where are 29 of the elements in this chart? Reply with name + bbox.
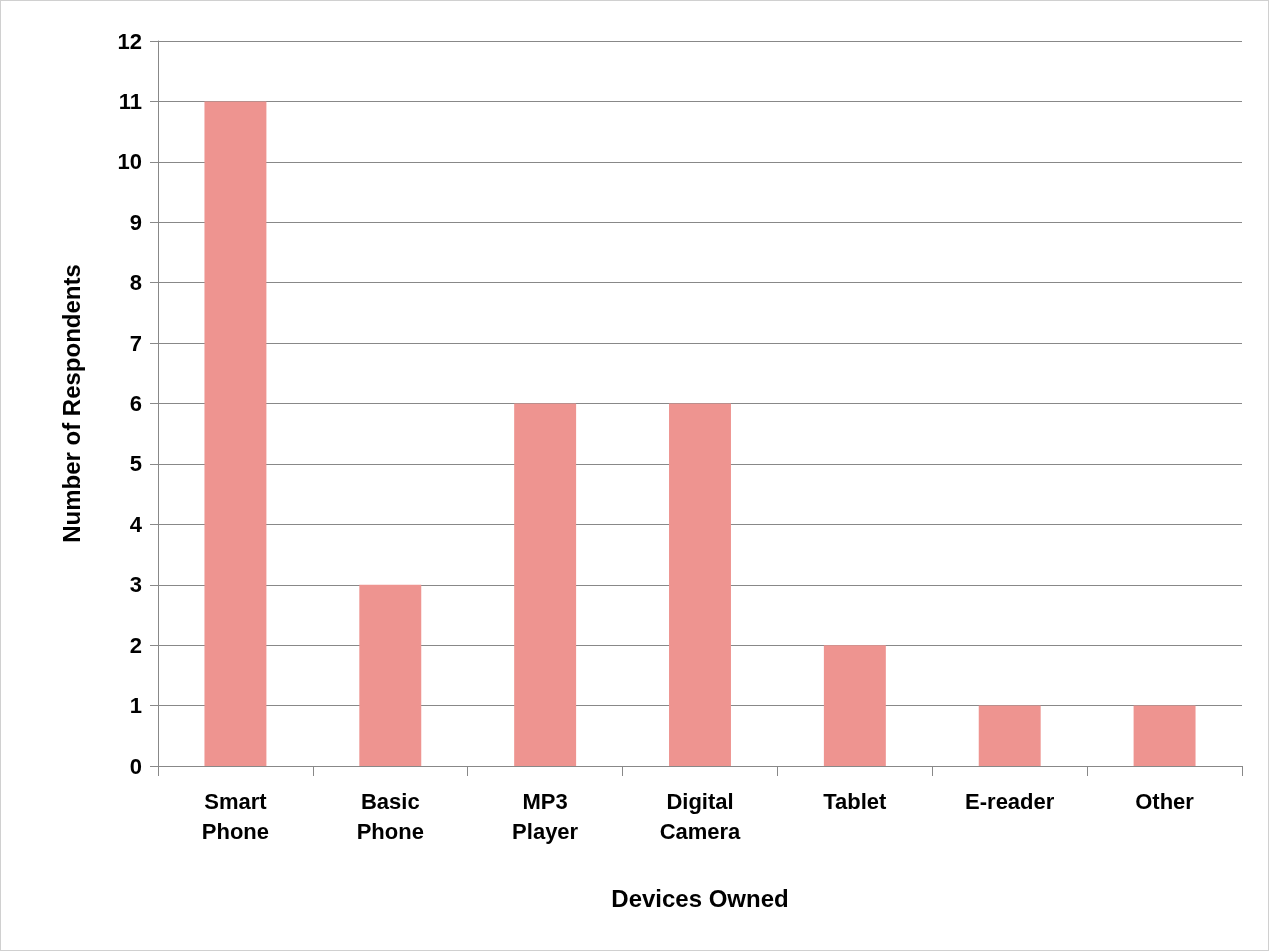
bar <box>978 705 1041 766</box>
bar <box>1133 705 1196 766</box>
x-tick-label: Tablet <box>823 788 888 814</box>
x-tick-label: MP3 Player <box>512 788 579 844</box>
y-tick-label: 2 <box>129 632 142 658</box>
y-tick-label: 7 <box>129 330 142 356</box>
y-tick-label: 9 <box>129 209 142 235</box>
bar <box>823 645 886 766</box>
y-tick-label: 8 <box>129 270 142 296</box>
y-tick-label: 5 <box>129 451 142 477</box>
x-tick-label: E-reader <box>965 788 1055 814</box>
x-tick-label: Smart Phone <box>201 788 270 844</box>
y-tick-label: 4 <box>129 511 143 537</box>
y-tick-label: 6 <box>129 391 142 416</box>
bar <box>669 403 731 766</box>
bar <box>359 584 422 766</box>
y-axis-title: Number of Respondents <box>57 264 85 543</box>
x-tick-label: Digital Camera <box>659 788 742 844</box>
y-tick-label: 10 <box>117 149 142 175</box>
y-tick-label: 0 <box>129 753 142 779</box>
bar <box>514 403 577 766</box>
y-tick-label: 3 <box>129 572 142 598</box>
x-tick-label: Other <box>1135 788 1195 814</box>
y-tick-label: 1 <box>129 693 142 719</box>
bar <box>204 101 267 766</box>
y-tick-label: 12 <box>117 28 142 54</box>
x-tick-label: Basic Phone <box>356 788 424 844</box>
y-tick-label: 11 <box>118 88 142 114</box>
x-axis-title: Devices Owned <box>611 884 789 912</box>
